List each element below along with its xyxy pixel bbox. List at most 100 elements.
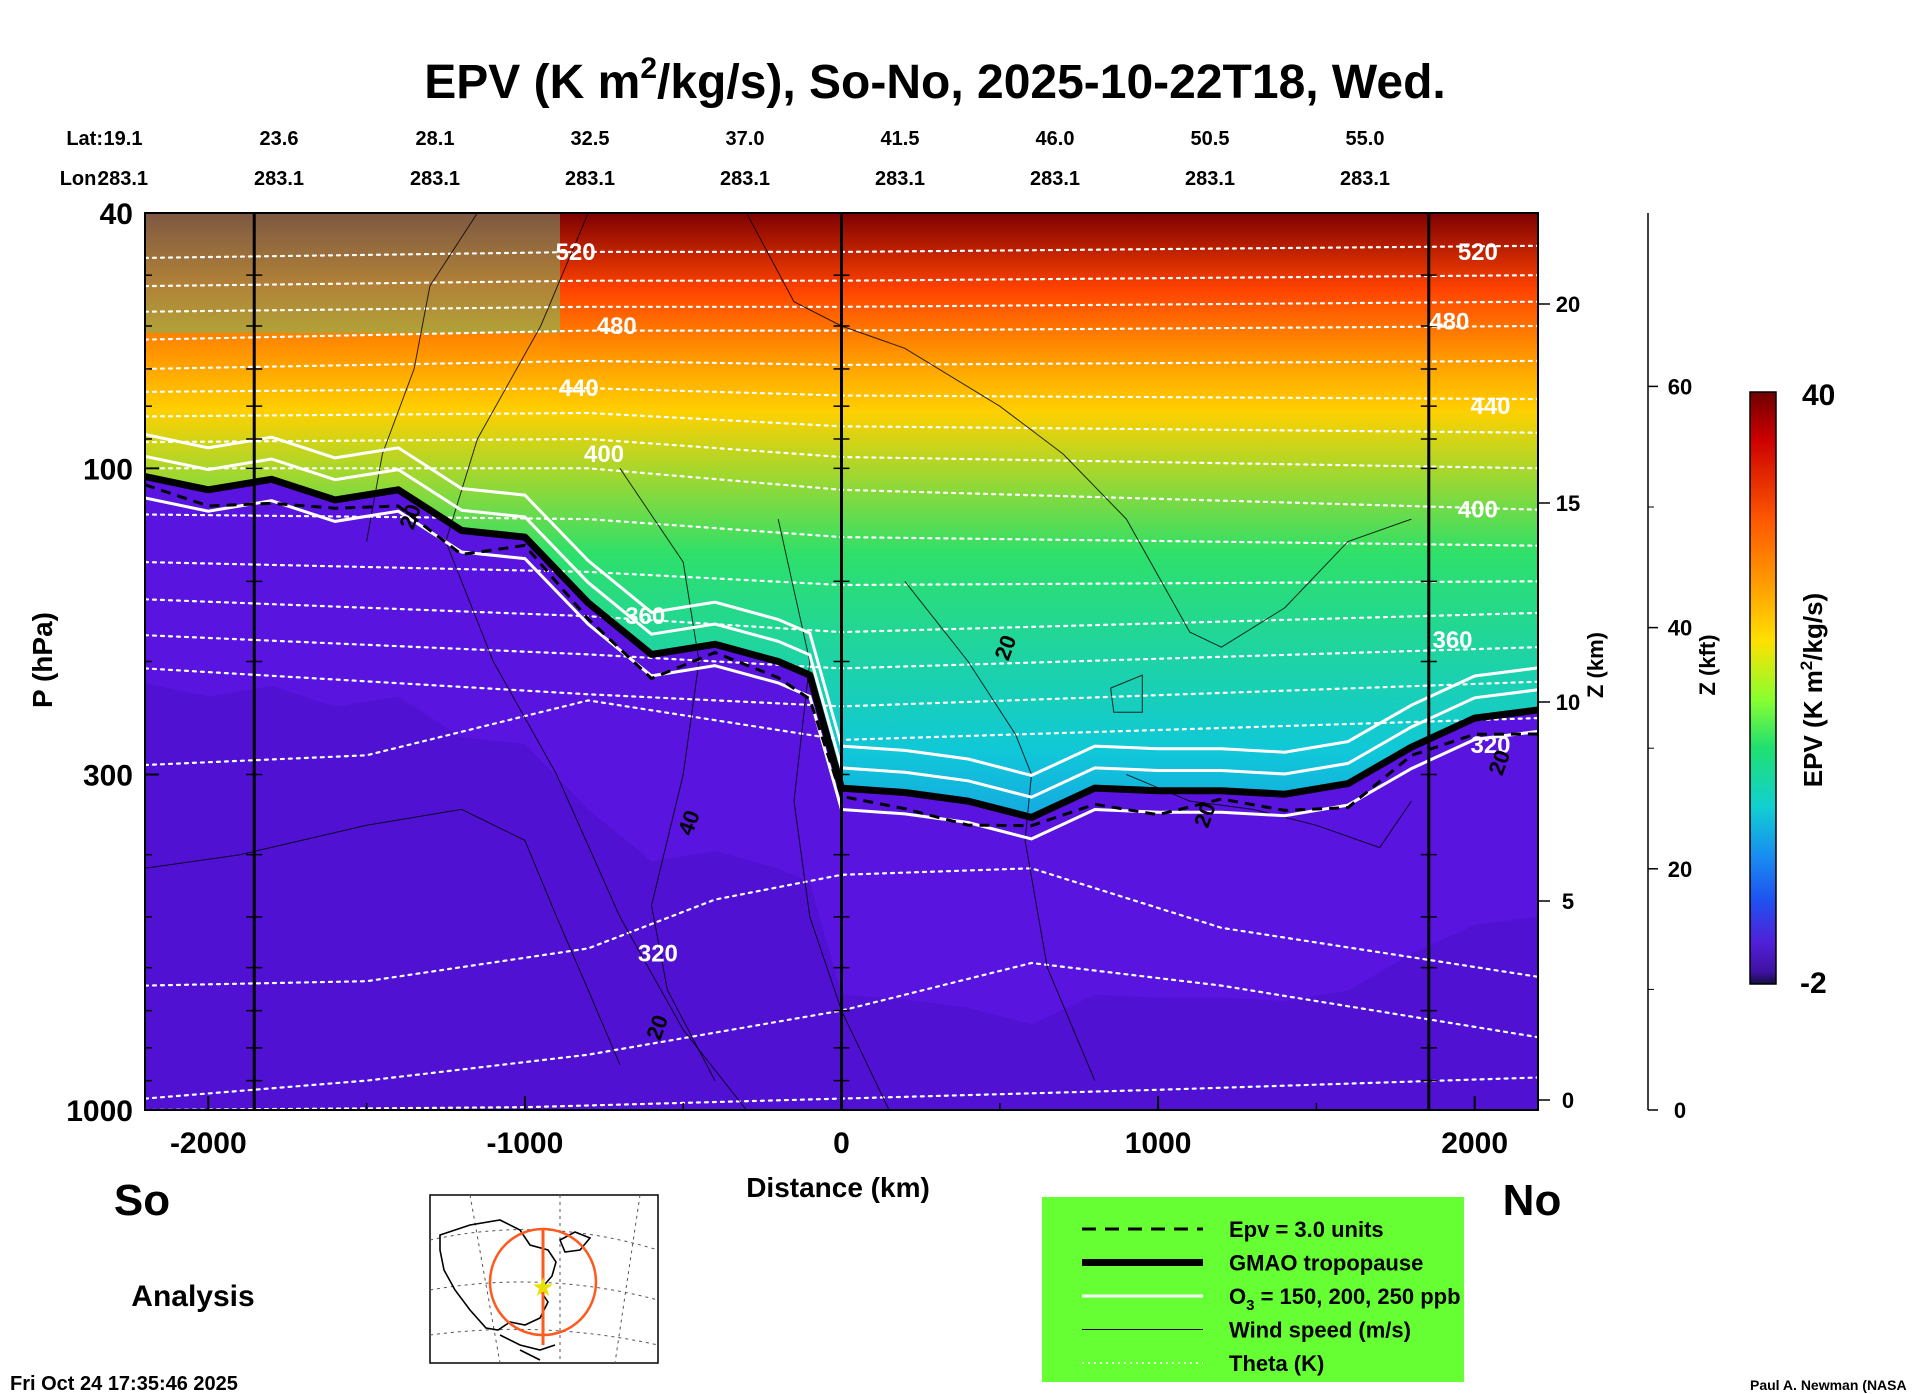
lat-tick: 19.1: [104, 128, 143, 150]
z-km-tick-label: 15: [1556, 491, 1580, 516]
lat-tick: 50.5: [1191, 128, 1230, 150]
theta-contour: [145, 961, 1538, 1100]
y-axis: 40 100 300 1000: [66, 198, 159, 1128]
legend-label: Theta (K): [1229, 1351, 1324, 1376]
colorbar-max-label: 40: [1802, 379, 1835, 412]
lat-tick: 32.5: [571, 128, 610, 150]
theta-contour-label: 320: [1470, 732, 1510, 759]
theta-contour: [145, 634, 1538, 670]
z-km-tick-label: 20: [1556, 292, 1580, 317]
north-label: No: [1503, 1176, 1562, 1225]
colorbar: [1749, 391, 1777, 985]
z-kft-axis: 0 20 40 60: [1647, 213, 1692, 1123]
lon-tick: 283.1: [565, 168, 615, 190]
x-axis-label: Distance (km): [746, 1172, 930, 1203]
wind-speed-contour: [619, 468, 716, 1081]
z-km-tick-label: 5: [1562, 889, 1574, 914]
theta-contour: [145, 359, 1538, 370]
latitude-marker-lines: [246, 212, 1437, 1110]
theta-contour: [145, 411, 1538, 434]
z-km-tick-label: 10: [1556, 690, 1580, 715]
ozone-contour: [145, 454, 1538, 799]
x-tick-label: -1000: [487, 1127, 564, 1160]
z-kft-tick-label: 20: [1668, 857, 1692, 882]
legend-label: GMAO tropopause: [1229, 1251, 1423, 1276]
lon-tick: 283.1: [254, 168, 304, 190]
lon-tick: 283.1: [875, 168, 925, 190]
timestamp: Fri Oct 24 17:35:46 2025: [10, 1373, 238, 1394]
z-kft-axis-label: Z (kft): [1695, 634, 1720, 695]
theta-contour: [145, 467, 1538, 511]
chart-title: EPV (K m2/kg/s), So-No, 2025-10-22T18, W…: [424, 52, 1445, 109]
center-star-icon: ★: [531, 1273, 554, 1303]
lon-tick: 283.1: [410, 168, 460, 190]
theta-contour: [145, 867, 1538, 987]
lon-tick: 283.1: [1340, 168, 1390, 190]
wind-speed-contour: [366, 213, 478, 542]
author-credit: Paul A. Newman (NASA: [1750, 1377, 1907, 1393]
colorbar-label: EPV (K m2/kg/s): [1797, 593, 1828, 787]
lon-tick: 283.1: [98, 168, 148, 190]
theta-contour-label: 400: [584, 441, 624, 468]
z-kft-tick-label: 40: [1668, 616, 1692, 641]
lat-tick: 41.5: [881, 128, 920, 150]
lon-row-label: Lon:: [60, 168, 103, 190]
lon-tick: 283.1: [1030, 168, 1080, 190]
theta-contour: [145, 274, 1538, 288]
theta-contour-label: 520: [1458, 239, 1498, 266]
y-axis-label: P (hPa): [27, 612, 58, 708]
theta-contour: [145, 437, 1538, 470]
legend: Epv = 3.0 units GMAO tropopause O3 = 150, …: [1042, 1197, 1464, 1382]
legend-label: O3 = 150, 200, 250 ppb: [1229, 1284, 1461, 1314]
z-kft-tick-label: 0: [1674, 1098, 1686, 1123]
lon-tick: 283.1: [1185, 168, 1235, 190]
theta-contour-label: 480: [1429, 308, 1469, 335]
y-tick-label: 300: [83, 759, 133, 792]
x-tick-label: 2000: [1441, 1127, 1508, 1160]
lat-row-label: Lat:: [66, 128, 103, 150]
wind-speed-contour: [1126, 774, 1412, 849]
theta-contour-label: 400: [1458, 497, 1498, 524]
lat-tick: 37.0: [726, 128, 765, 150]
theta-contour: [145, 561, 1538, 587]
south-label: So: [114, 1176, 170, 1225]
z-km-axis-label: Z (km): [1583, 632, 1608, 698]
tropopause-line: [145, 473, 1538, 821]
theta-contour: [145, 324, 1538, 341]
theta-contour-label: 440: [1470, 393, 1510, 420]
wind-speed-contour: [445, 213, 747, 1110]
y-tick-label: 40: [100, 198, 133, 231]
ozone-contour: [145, 496, 1538, 841]
contour-lines: [145, 213, 1538, 1110]
z-km-axis: 0 5 10 15 20: [1538, 292, 1580, 1113]
lat-tick: 28.1: [416, 128, 455, 150]
x-axis: -2000 -1000 0 1000 2000: [170, 1096, 1508, 1160]
wind-speed-contour: [145, 808, 621, 1065]
theta-contour-label: 480: [597, 313, 637, 340]
theta-contour: [145, 300, 1538, 313]
theta-contour-label: 440: [559, 375, 599, 402]
locator-map: ★: [429, 1194, 659, 1364]
lat-tick: 55.0: [1346, 128, 1385, 150]
lat-tick: 23.6: [260, 128, 299, 150]
legend-label: Wind speed (m/s): [1229, 1318, 1411, 1343]
theta-contour: [145, 244, 1538, 259]
x-tick-label: 1000: [1125, 1127, 1192, 1160]
theta-contour-label: 520: [556, 239, 596, 266]
theta-contour: [145, 513, 1538, 547]
wind-speed-contour: [1110, 674, 1143, 713]
theta-contour-label: 360: [625, 603, 665, 630]
y-tick-label: 1000: [66, 1095, 133, 1128]
wind-speed-contour: [777, 518, 890, 1110]
theta-contour: [145, 387, 1538, 401]
epv-3-contour: [145, 483, 1538, 828]
lat-tick: 46.0: [1036, 128, 1075, 150]
theta-contour: [145, 667, 1538, 708]
lat-lon-ticks: 19.1 23.6 28.1 32.5 37.0 41.5 46.0 50.5 55.0 283.…: [98, 128, 1390, 190]
theta-contour-label: 360: [1432, 627, 1472, 654]
z-kft-tick-label: 60: [1668, 374, 1692, 399]
lon-tick: 283.1: [720, 168, 770, 190]
theta-contour: [145, 699, 1538, 767]
x-tick-label: 0: [833, 1127, 850, 1160]
